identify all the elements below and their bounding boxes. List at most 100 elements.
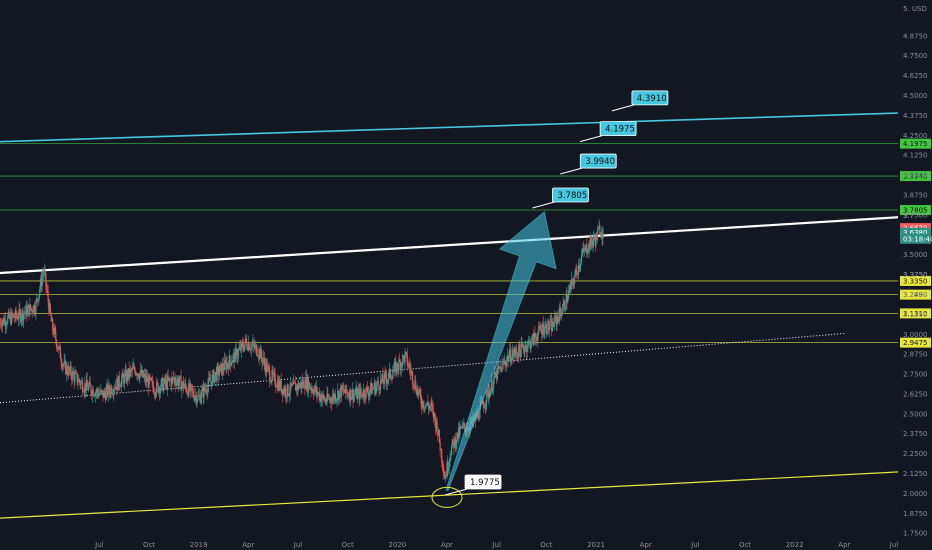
candle-body [599, 226, 601, 235]
candle-body [263, 357, 265, 364]
candle-body [358, 389, 360, 400]
candle-body [258, 349, 260, 356]
y-tick-label: 2.6250 [903, 390, 928, 398]
candle-body [67, 372, 69, 376]
candle-body [69, 365, 71, 371]
candle-body [300, 382, 302, 388]
candle-body [94, 392, 97, 397]
candle-body [227, 364, 230, 370]
time-axis[interactable]: Jul Oct 2019 Apr Jul Oct 2020 Apr Jul Oct 2021 Apr J… [94, 541, 898, 549]
candle-body [393, 363, 395, 371]
candle-body [94, 395, 96, 397]
candle-body [580, 262, 582, 265]
candle-body [348, 395, 350, 401]
candle-body [151, 380, 153, 382]
candle-body [305, 377, 308, 390]
level-tag-label: 4.1975 [903, 140, 928, 148]
candle-body [439, 441, 441, 451]
price-axis[interactable]: USD 5. 4.8750 4.7500 4.6250 4.5000 4.3750 4.25… [900, 5, 932, 538]
candle-body [61, 362, 63, 368]
x-tick-label: 2020 [388, 541, 406, 549]
candle-body [117, 378, 119, 391]
candle-body [280, 379, 282, 392]
candle-body [149, 375, 151, 380]
y-tick-label: 3.0000 [903, 331, 928, 339]
candle-body [65, 361, 67, 375]
candle-body [199, 395, 201, 403]
candle-body [138, 376, 140, 379]
candle-body [205, 389, 207, 393]
candle-body [344, 385, 346, 393]
candle-body [255, 344, 257, 346]
candle-body [238, 348, 240, 350]
candle-body [108, 384, 110, 392]
candle-body [506, 360, 508, 366]
candle-body [415, 389, 418, 395]
candle-body [345, 385, 347, 392]
candle-body [448, 460, 450, 468]
candle-body [71, 375, 73, 380]
candle-body [31, 308, 33, 312]
callout-label: 1.9775 [470, 478, 500, 488]
candle-body [32, 311, 34, 313]
candle-body [460, 426, 462, 428]
candle-body [16, 316, 18, 318]
candle-body [20, 318, 22, 322]
candle-body [130, 369, 133, 372]
candle-body [214, 371, 217, 376]
candle-body [133, 366, 136, 371]
candle-body [107, 384, 110, 396]
candle-body [581, 252, 583, 256]
candle-body [528, 340, 530, 342]
y-tick-label: 3.7500 [903, 211, 928, 219]
candle-body [535, 337, 537, 338]
candle-body [220, 363, 222, 366]
candle-body [74, 373, 76, 382]
candle-body [113, 389, 115, 395]
candle-body [247, 343, 249, 350]
candle-body [367, 392, 369, 396]
candle-body [285, 396, 288, 398]
candle-body [347, 395, 350, 397]
candle-body [245, 338, 247, 342]
candle-body [389, 368, 392, 378]
candle-body [298, 382, 300, 389]
candle-body [155, 393, 157, 396]
candle-body [418, 389, 421, 392]
candle-body [44, 270, 46, 273]
candle-body [314, 386, 316, 390]
candle-body [73, 373, 75, 382]
candle-body [227, 363, 229, 365]
candle-body [88, 381, 91, 386]
candle-body [216, 366, 218, 381]
candle-body [232, 355, 234, 362]
candle-body [451, 439, 453, 447]
candle-body [225, 361, 227, 370]
candle-body [361, 392, 363, 397]
candle-body [357, 389, 359, 392]
candle-body [149, 378, 152, 380]
candle-body [334, 394, 337, 402]
candle-body [191, 385, 193, 390]
candle-body [45, 272, 47, 287]
candle-body [293, 381, 295, 383]
candle-body [421, 403, 423, 408]
candle-body [531, 334, 534, 338]
candle-body [564, 309, 567, 310]
candle-body [187, 392, 189, 397]
candle-body [444, 476, 447, 479]
candle-body [370, 383, 372, 395]
candle-body [512, 350, 515, 357]
candle-body [219, 365, 221, 373]
level-tag [900, 337, 931, 348]
candle-body [334, 394, 336, 400]
candle-body [143, 374, 146, 376]
candle-body [318, 392, 321, 400]
candle-body [370, 383, 372, 391]
candle-body [356, 388, 358, 399]
candle-body [436, 420, 438, 434]
candle-body [386, 380, 389, 384]
candle-body [327, 398, 330, 399]
candle-body [540, 329, 542, 331]
